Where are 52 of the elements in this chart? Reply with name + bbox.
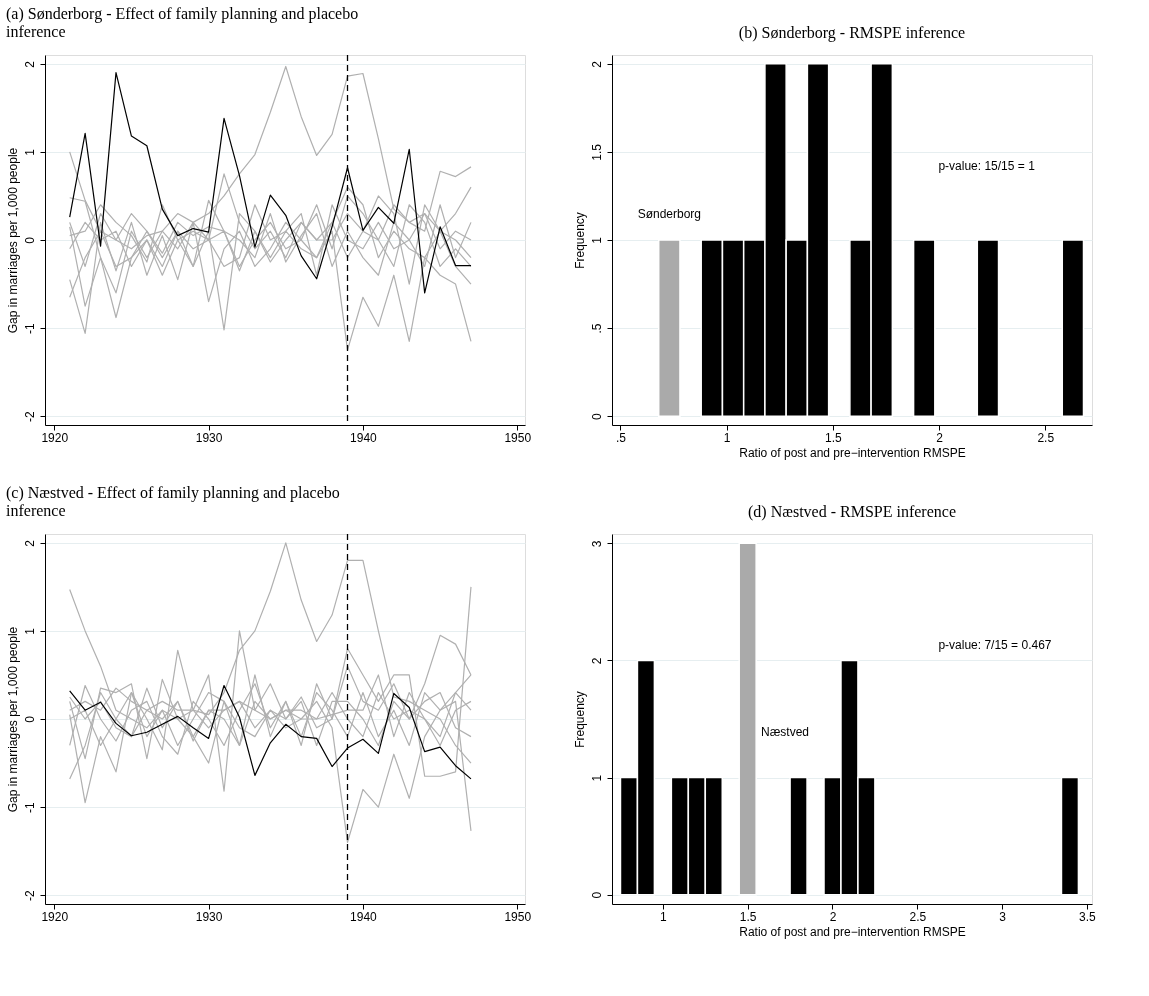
x-tick-label: 3.5	[1079, 909, 1097, 924]
x-tick-label: 1930	[195, 909, 223, 924]
chart-title: (c) Næstved - Effect of family planning and placebo inference	[6, 484, 340, 520]
x-tick-label: 1940	[350, 909, 378, 924]
y-tick-label: -2	[22, 890, 37, 902]
y-axis-title: Frequency	[572, 212, 587, 269]
y-tick-label: 1	[589, 236, 604, 244]
y-tick-label: 1	[22, 627, 37, 635]
annotation: p-value: 15/15 = 1	[938, 159, 1036, 173]
x-tick-label: 1	[723, 430, 731, 445]
y-tick-label: 1	[589, 774, 604, 782]
y-tick-label: 0	[589, 413, 604, 421]
y-tick-label: 2	[589, 657, 604, 665]
x-axis-title: Ratio of post and pre−intervention RMSPE	[739, 924, 966, 939]
y-tick-label: 0	[22, 715, 37, 723]
x-tick-label: 2	[936, 430, 944, 445]
y-tick-label: .5	[589, 323, 604, 334]
y-tick-label: 2	[589, 60, 604, 68]
x-tick-label: 2	[829, 909, 837, 924]
chart-title: (d) Næstved - RMSPE inference	[748, 503, 956, 521]
x-axis-title: Ratio of post and pre−intervention RMSPE	[739, 445, 966, 460]
y-tick-label: 2	[22, 539, 37, 547]
y-tick-label: -1	[22, 322, 37, 334]
x-tick-label: .5	[615, 430, 627, 445]
x-tick-label: 2.5	[1037, 430, 1055, 445]
chart-title: (b) Sønderborg - RMSPE inference	[738, 24, 966, 42]
y-tick-label: 2	[22, 60, 37, 68]
y-tick-label: -1	[22, 801, 37, 813]
y-tick-label: 0	[22, 236, 37, 244]
y-axis-title: Gap in marriages per 1,000 people	[5, 626, 20, 813]
x-tick-label: 1950	[504, 430, 532, 445]
x-tick-label: 1920	[41, 430, 69, 445]
annotation: p-value: 7/15 = 0.467	[938, 638, 1052, 652]
x-tick-label: 1	[660, 909, 668, 924]
y-tick-label: 1	[22, 148, 37, 156]
y-tick-label: 0	[589, 891, 604, 899]
chart-title: (a) Sønderborg - Effect of family planning and placebo inference	[6, 5, 359, 41]
x-tick-label: 2.5	[909, 909, 927, 924]
annotation: Sønderborg	[637, 207, 702, 222]
x-tick-label: 1930	[195, 430, 223, 445]
y-axis-title: Gap in marriages per 1,000 people	[5, 147, 20, 334]
x-tick-label: 1940	[350, 430, 378, 445]
y-tick-label: 1.5	[589, 143, 604, 161]
annotation: Næstved	[760, 725, 809, 740]
y-tick-label: 3	[589, 540, 604, 548]
x-tick-label: 1.5	[825, 430, 843, 445]
x-tick-label: 1950	[504, 909, 532, 924]
y-axis-title: Frequency	[572, 691, 587, 748]
y-tick-label: -2	[22, 411, 37, 423]
x-tick-label: 1.5	[739, 909, 757, 924]
x-tick-label: 1920	[41, 909, 69, 924]
x-tick-label: 3	[999, 909, 1007, 924]
